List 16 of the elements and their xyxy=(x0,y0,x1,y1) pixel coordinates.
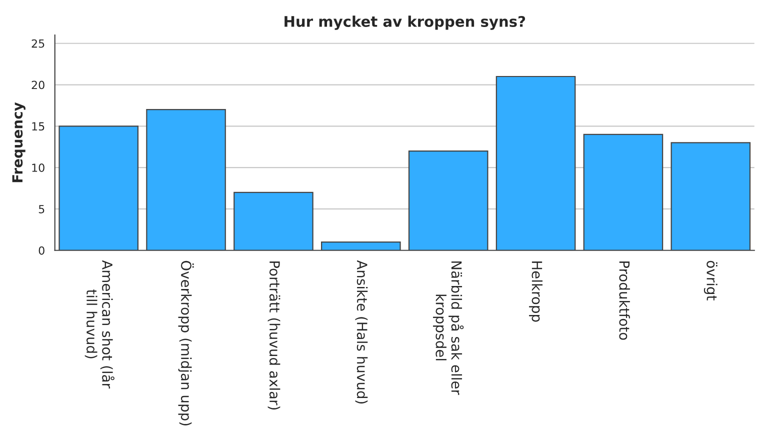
y-tick-label: 15 xyxy=(32,122,44,131)
y-tick-label: 5 xyxy=(38,205,44,214)
y-tick-label: 10 xyxy=(32,164,44,172)
x-tick-label: Ansikte (Hals huvud) xyxy=(355,260,368,404)
y-tick-label: 25 xyxy=(32,39,44,48)
x-tick-label: övrigt xyxy=(704,260,718,300)
y-tick-label: 0 xyxy=(38,246,44,255)
x-tick-label: Helkropp xyxy=(529,261,542,322)
chart-title: Hur mycket av kroppen syns? xyxy=(284,16,526,30)
x-tick-label: Produktfoto xyxy=(619,261,630,340)
y-tick-label: 20 xyxy=(32,80,44,90)
y-axis-title: Frequency xyxy=(12,102,26,182)
x-tick-label: American shot (lår till huvud) xyxy=(84,260,114,389)
x-tick-label: Närbild på sak eller kroppsdel xyxy=(433,261,464,395)
x-tick-label: Porträtt (huvud axlar) xyxy=(268,261,280,410)
x-tick-label: Överkropp (midjan upp) xyxy=(178,260,194,426)
